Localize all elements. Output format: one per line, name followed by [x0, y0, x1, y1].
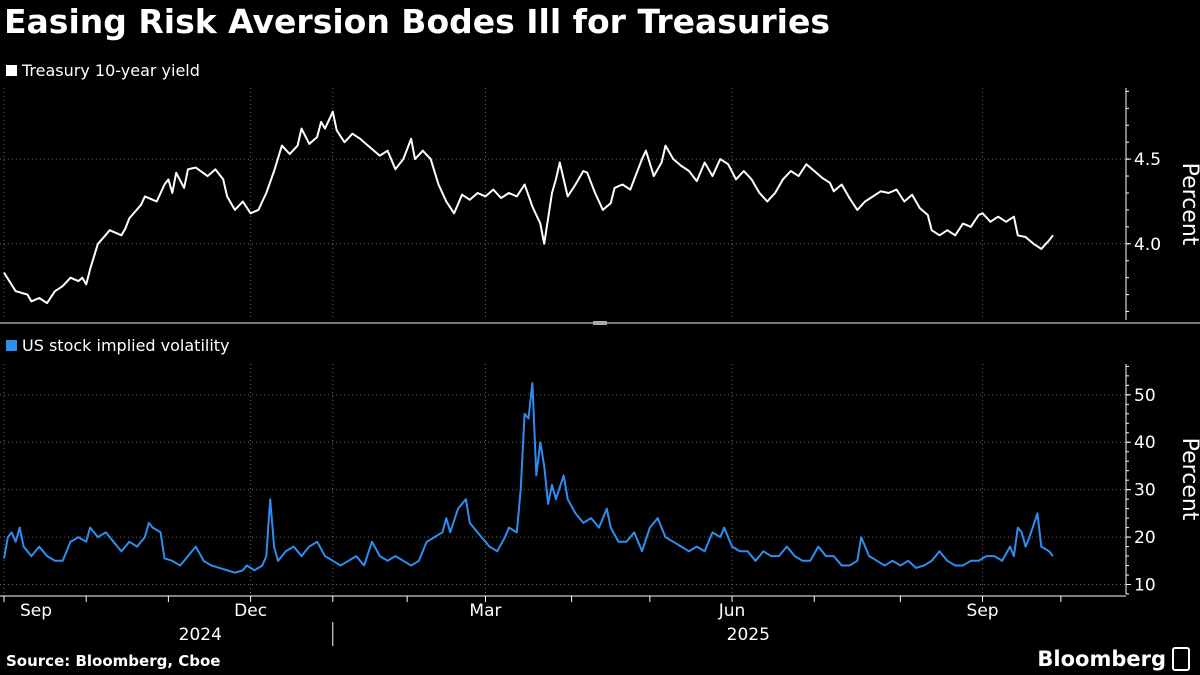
y-tick-label-yield: 4.0	[1134, 235, 1161, 255]
y-tick-label-vix: 40	[1134, 433, 1156, 453]
x-tick-label-month: Dec	[234, 601, 267, 621]
chart-title: Easing Risk Aversion Bodes Ill for Treas…	[4, 2, 830, 41]
legend-label-vix: US stock implied volatility	[22, 336, 230, 355]
x-tick-label-month: Sep	[20, 601, 52, 621]
bloomberg-logo: Bloomberg	[1037, 647, 1190, 671]
y-axis-label-yield: Percent	[1177, 163, 1200, 246]
y-tick-label-vix: 30	[1134, 481, 1156, 501]
series-line-vix	[3, 382, 1054, 574]
brand-name: Bloomberg	[1037, 647, 1166, 671]
x-tick-label-year: 2024	[179, 625, 222, 645]
legend-swatch-vix	[6, 340, 17, 351]
legend-label-yield: Treasury 10-year yield	[22, 61, 200, 80]
legend-vix: US stock implied volatility	[6, 336, 230, 355]
x-tick-label-month: Sep	[967, 601, 999, 621]
x-tick-label-month: Mar	[469, 601, 501, 621]
y-tick-label-yield: 4.5	[1134, 150, 1161, 170]
legend-yield: Treasury 10-year yield	[6, 61, 200, 80]
y-tick-label-vix: 50	[1134, 386, 1156, 406]
bloomberg-terminal-icon	[1172, 647, 1190, 671]
legend-swatch-yield	[6, 65, 17, 76]
series-line-yield	[3, 110, 1054, 305]
x-tick-label-year: 2025	[727, 625, 770, 645]
y-tick-label-vix: 10	[1134, 576, 1156, 596]
source-note: Source: Bloomberg, Cboe	[6, 652, 221, 670]
y-axis-label-vix: Percent	[1177, 438, 1200, 521]
x-tick-label-month: Jun	[718, 601, 746, 621]
y-tick-label-vix: 20	[1134, 528, 1156, 548]
